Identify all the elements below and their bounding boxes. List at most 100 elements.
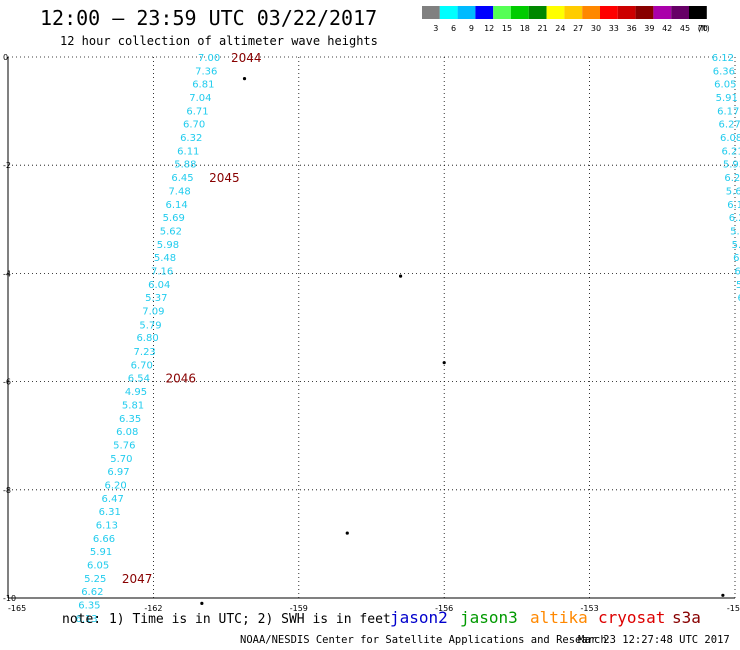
x-tick-label: -159 [290,604,308,613]
swh-value: 7.00 [198,53,220,64]
y-tick-label: -8 [3,486,11,495]
swh-value: 6.36 [713,67,735,78]
swh-value: 6.04 [148,280,170,291]
color-scale-legend: 3 6 9 12 15 18 21 24 27 30 33 36 39 42 45 70(ft) [422,6,710,33]
x-tick-label: -162 [144,604,162,613]
color-scale-label: 27 [573,24,583,33]
color-swatch [671,6,689,19]
color-scale-label: 6 [451,24,456,33]
color-scale-label: 70 [698,24,708,33]
swh-value: 5.98 [157,240,179,251]
swh-value: 6.20 [104,480,126,491]
swh-value: 6.13 [96,520,118,531]
swh-value: 5.91 [90,547,112,558]
land-marker [442,361,446,365]
swh-value: 6.05 [87,560,109,571]
swh-value: 6.27 [719,120,740,131]
color-swatch [439,6,458,19]
swh-value: 6.08 [720,133,740,144]
x-tick-label: -156 [435,604,453,613]
satellite-cryosat: cryosat [598,608,666,627]
satellite-jason3: jason3 [460,608,518,627]
color-scale-label: 36 [627,24,637,33]
swh-value: 7.36 [195,67,217,78]
swh-value: 6.12 [712,53,734,64]
time-label: 2047 [122,572,153,586]
satellite-jason2: jason2 [390,608,448,627]
swh-value: 7.16 [151,267,173,278]
swh-value: 6.66 [93,534,115,545]
color-scale-label: 9 [469,24,474,33]
swh-value: 6.45 [171,173,193,184]
swh-value: 6.11 [727,200,740,211]
swh-value: 5.37 [145,293,167,304]
color-swatch [511,6,529,19]
y-tick-label: -6 [3,378,11,387]
time-labels: 204420452046204716 [122,51,262,586]
swh-value: 6.23 [724,173,740,184]
page-subtitle: 12 hour collection of altimeter wave hei… [60,34,378,48]
swh-value: 6.35 [119,414,141,425]
swh-value: 6.71 [186,107,208,118]
y-tick-label: -10 [3,594,16,603]
color-scale-label: 45 [680,24,690,33]
swh-value: 5.81 [122,400,144,411]
swh-value: 5.81 [732,240,740,251]
color-swatch [635,6,654,19]
axis-ticks: 0 -2 -4 -6 -8 -10-165 -162 -159 -156 -153 -15 [3,53,740,613]
swh-value: 5.70 [110,454,132,465]
swh-value: 6.47 [102,494,124,505]
footer-credit: NOAA/NESDIS Center for Satellite Applica… [240,634,607,646]
land-marker [398,274,403,278]
land-marker [721,593,725,597]
color-swatch [457,6,476,19]
color-swatch [653,6,672,19]
swh-value: 7.04 [189,93,211,104]
color-scale-label: 21 [538,24,548,33]
swh-value: 6.62 [81,587,103,598]
footer-timestamp: Mar 23 12:27:48 UTC 2017 [578,634,730,646]
color-scale-label: 12 [484,24,494,33]
swh-value: 7.23 [134,347,156,358]
swh-value: 4.95 [125,387,147,398]
satellite-altika: altika [530,608,588,627]
swh-value: 6.14 [166,200,188,211]
time-label: 2044 [231,51,262,65]
page-title: 12:00 – 23:59 UTC 03/22/2017 [40,6,378,30]
swh-value: 5.64 [726,187,740,198]
color-scale-label: 24 [555,24,565,33]
y-tick-label: 0 [3,53,8,62]
swh-value: 5.88 [174,160,196,171]
footer-note: note: 1) Time is in UTC; 2) SWH is in fe… [62,612,391,627]
color-swatch [493,6,511,19]
color-scale-unit: (ft) [698,24,710,33]
swh-value: 6.21 [721,147,740,158]
time-label: 2045 [209,171,240,185]
x-tick-label: -153 [581,604,599,613]
swh-value: 6.31 [99,507,121,518]
color-swatch [546,6,565,19]
color-swatch [600,6,618,19]
land-marker [200,601,204,606]
swh-value: 6.80 [136,333,158,344]
swh-value: 6.81 [192,80,214,91]
swh-value: 6.11 [177,147,199,158]
swh-value: 7.09 [142,307,164,318]
y-tick-label: -2 [3,161,11,170]
swh-value: 5.69 [163,213,185,224]
x-tick-label: -165 [8,604,26,613]
swh-values: 7.00 7.36 6.81 7.04 6.71 6.70 6.32 6.11 5.88 6.45… [75,53,740,625]
swh-value: 6.35 [78,600,100,611]
satellite-s3a: s3a [672,608,701,627]
swh-value: 6.10 [735,267,740,278]
swh-value: 6.02 [733,253,740,264]
land-marker [242,77,247,81]
swh-value: 6.54 [128,373,150,384]
land-markers [200,77,725,606]
swh-value: 5.93 [723,160,740,171]
swh-value: 5.62 [160,227,182,238]
color-scale-label: 3 [433,24,438,33]
color-swatch [422,6,440,19]
land-marker [345,531,349,535]
time-label: 2046 [166,371,197,385]
